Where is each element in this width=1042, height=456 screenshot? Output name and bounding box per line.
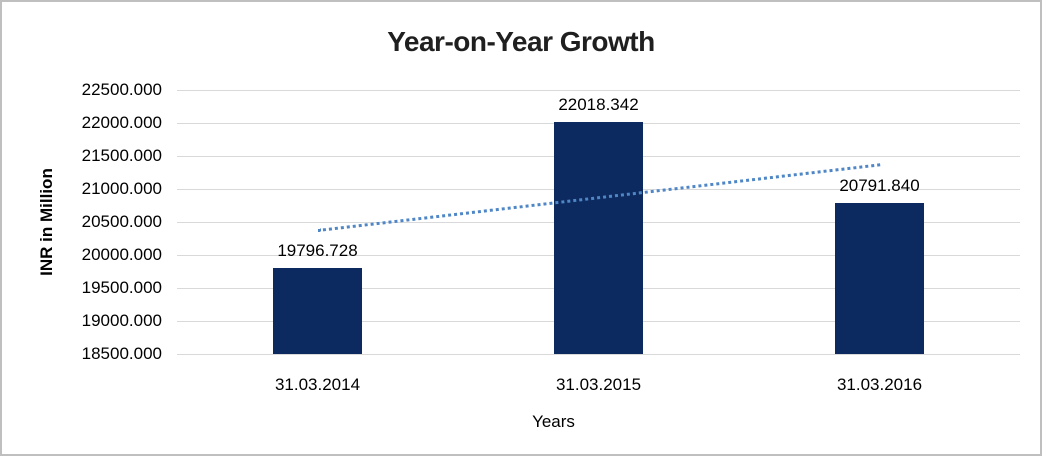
y-tick-label: 20000.000 bbox=[81, 245, 162, 264]
y-tick-label: 18500.000 bbox=[81, 344, 162, 363]
bar bbox=[835, 202, 924, 354]
chart-title: Year-on-Year Growth bbox=[387, 26, 655, 57]
y-tick-label: 20500.000 bbox=[81, 212, 162, 231]
y-tick-label: 21000.000 bbox=[81, 179, 162, 198]
gridline bbox=[177, 353, 1020, 355]
x-tick-label: 31.03.2016 bbox=[836, 375, 923, 394]
plot-area: 19796.728 31.03.2014 22018.342 31.03.2015 20… bbox=[177, 89, 1020, 394]
bar bbox=[273, 268, 362, 354]
y-axis-tick-labels: 22500.000 22000.000 21500.000 21000.000 2050… bbox=[2, 80, 162, 363]
y-tick-label: 22500.000 bbox=[81, 80, 162, 99]
y-tick-label: 19500.000 bbox=[81, 278, 162, 297]
bar bbox=[554, 121, 643, 354]
bar-data-label: 20791.840 bbox=[839, 175, 920, 195]
bar-data-label: 19796.728 bbox=[277, 241, 358, 261]
x-axis-title: Years bbox=[532, 412, 575, 431]
bar-data-label: 22018.342 bbox=[558, 94, 639, 114]
y-tick-label: 22000.000 bbox=[81, 113, 162, 132]
x-tick-label: 31.03.2015 bbox=[555, 375, 642, 394]
x-tick-label: 31.03.2014 bbox=[274, 375, 361, 394]
y-tick-label: 21500.000 bbox=[81, 146, 162, 165]
y-tick-label: 19000.000 bbox=[81, 311, 162, 330]
gridline bbox=[177, 89, 1020, 91]
